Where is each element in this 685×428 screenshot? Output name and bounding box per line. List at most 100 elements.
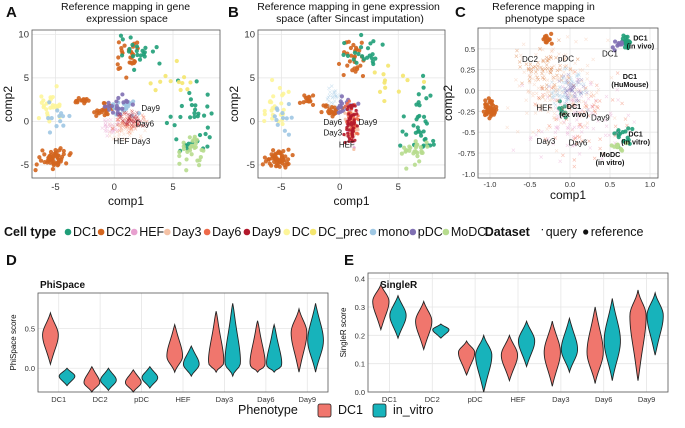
query-point — [127, 124, 132, 128]
query-point — [572, 85, 577, 90]
reference-point — [347, 139, 351, 144]
query-point — [116, 123, 120, 128]
query-point — [592, 102, 596, 107]
query-point — [561, 153, 565, 158]
reference-point — [101, 100, 106, 106]
reference-point — [301, 100, 306, 105]
query-point — [573, 91, 577, 95]
query-point — [558, 97, 563, 101]
plot-frame — [257, 29, 446, 179]
reference-point — [352, 118, 356, 122]
reference-point — [274, 156, 279, 161]
reference-point — [47, 119, 52, 124]
cluster-label: DC1 (in vivo) — [627, 34, 655, 51]
query-point — [549, 71, 553, 75]
query-point — [573, 104, 578, 108]
reference-point — [415, 125, 420, 130]
query-point — [612, 116, 617, 120]
query-point — [577, 135, 582, 139]
reference-point — [352, 50, 358, 55]
reference-point — [423, 119, 428, 124]
query-point — [564, 63, 569, 68]
query-point — [593, 110, 598, 114]
reference-point — [262, 155, 267, 160]
reference-point — [377, 89, 383, 94]
query-point — [565, 89, 570, 93]
legend-swatch-day9 — [243, 228, 251, 236]
query-point — [552, 116, 557, 120]
reference-point — [557, 99, 562, 104]
cluster-label-line: (in vitro) — [596, 158, 625, 167]
cluster-label: DC1 — [602, 49, 619, 58]
query-point — [108, 123, 112, 128]
reference-point — [358, 63, 363, 68]
violin-in-vitro-day3 — [560, 316, 579, 374]
query-point — [545, 69, 550, 74]
y-axis-title: comp2 — [1, 86, 15, 122]
query-point — [549, 49, 554, 54]
x-tick-label: -5 — [277, 182, 285, 193]
reference-point — [192, 111, 197, 116]
query-point — [567, 88, 571, 92]
query-point — [576, 125, 581, 130]
reference-point — [154, 45, 159, 50]
query-point — [129, 119, 134, 124]
cluster-label-line: HEF Day3 — [113, 137, 150, 146]
query-point — [544, 63, 549, 67]
reference-point — [289, 115, 294, 120]
reference-point — [188, 115, 193, 120]
reference-point — [360, 54, 365, 59]
query-point — [128, 127, 133, 131]
query-point — [102, 118, 107, 122]
query-point — [524, 62, 529, 66]
query-point — [116, 118, 120, 122]
query-point — [124, 116, 129, 120]
query-point — [127, 122, 131, 127]
reference-point — [354, 108, 358, 113]
cluster-label: Day6 — [135, 120, 154, 129]
query-point — [569, 82, 574, 86]
reference-point — [547, 37, 552, 42]
query-point — [144, 123, 149, 128]
query-point — [518, 53, 523, 58]
query-point — [123, 124, 127, 128]
cluster-label: DC1 (ex vivo) — [559, 102, 589, 119]
query-point — [110, 128, 115, 132]
reference-point — [281, 107, 286, 112]
violin-in-vitro-dc2 — [432, 323, 450, 339]
query-point — [132, 115, 136, 119]
x-tick-label: Day6 — [595, 395, 613, 404]
query-point — [130, 118, 135, 123]
reference-point — [302, 93, 307, 98]
query-point — [589, 82, 593, 87]
query-point — [333, 92, 338, 97]
query-point — [568, 91, 572, 96]
query-point — [545, 66, 550, 71]
query-point — [103, 129, 108, 133]
reference-point — [339, 94, 345, 99]
query-point — [128, 114, 132, 118]
reference-point — [120, 92, 125, 97]
query-point — [549, 92, 553, 96]
panel-letter-b: B — [228, 4, 239, 21]
query-point — [334, 94, 338, 98]
reference-point — [342, 132, 346, 137]
query-point — [578, 89, 582, 94]
query-point — [534, 91, 539, 96]
violin-in-vitro-dc2 — [100, 367, 117, 392]
query-point — [569, 89, 574, 93]
query-point — [579, 94, 584, 99]
query-point — [553, 87, 558, 92]
query-point — [591, 57, 595, 62]
reference-point — [615, 142, 620, 148]
query-point — [551, 93, 556, 98]
panel-b-title: Reference mapping in gene expression spa… — [257, 1, 443, 25]
panel-b-title-line2: space (after Sincast imputation) — [276, 13, 424, 25]
y-tick-label: -0.5 — [462, 128, 475, 137]
query-point — [541, 68, 545, 73]
reference-point — [319, 109, 324, 115]
reference-point — [405, 77, 410, 83]
reference-point — [285, 157, 291, 162]
panel-c-title-line2: phenotype space — [505, 13, 585, 25]
query-point — [594, 99, 598, 104]
